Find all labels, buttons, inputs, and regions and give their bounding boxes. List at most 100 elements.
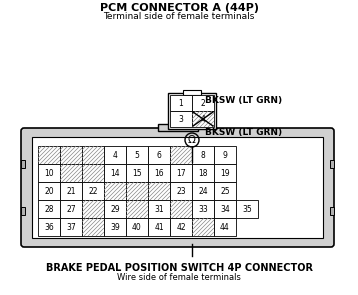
Bar xyxy=(82,164,104,182)
Bar xyxy=(126,146,148,164)
Text: 1: 1 xyxy=(179,99,183,107)
Bar xyxy=(192,95,214,111)
Bar xyxy=(170,146,192,164)
Bar xyxy=(126,182,148,200)
Text: 9: 9 xyxy=(223,150,227,160)
Bar xyxy=(214,182,236,200)
Bar xyxy=(170,200,192,218)
Bar xyxy=(60,182,82,200)
Text: 36: 36 xyxy=(44,222,54,232)
Text: 33: 33 xyxy=(198,204,208,214)
Bar xyxy=(60,218,82,236)
Bar xyxy=(170,164,192,182)
Bar xyxy=(214,164,236,182)
Bar xyxy=(192,146,214,164)
Text: 16: 16 xyxy=(154,168,164,178)
Bar xyxy=(192,218,214,236)
Text: 8: 8 xyxy=(200,150,205,160)
Text: 27: 27 xyxy=(66,204,76,214)
Bar xyxy=(192,182,214,200)
Bar xyxy=(21,206,25,214)
Text: 20: 20 xyxy=(44,186,54,196)
Text: 31: 31 xyxy=(154,204,164,214)
Bar xyxy=(214,200,236,218)
Text: 14: 14 xyxy=(110,168,120,178)
Text: 6: 6 xyxy=(156,150,161,160)
Text: 29: 29 xyxy=(110,204,120,214)
Text: 4: 4 xyxy=(200,114,205,124)
Bar xyxy=(148,146,170,164)
Bar xyxy=(104,164,126,182)
Bar xyxy=(104,182,126,200)
Bar xyxy=(60,200,82,218)
Text: 41: 41 xyxy=(154,222,164,232)
Text: Ω: Ω xyxy=(188,135,196,145)
Bar xyxy=(82,182,104,200)
Bar xyxy=(21,160,25,168)
Text: 15: 15 xyxy=(132,168,142,178)
Bar xyxy=(148,164,170,182)
Bar xyxy=(170,95,192,111)
Bar xyxy=(126,164,148,182)
Bar xyxy=(148,182,170,200)
Bar xyxy=(330,160,334,168)
Text: BKSW (LT GRN): BKSW (LT GRN) xyxy=(205,127,282,137)
Bar xyxy=(170,218,192,236)
Bar xyxy=(192,111,214,127)
Text: 34: 34 xyxy=(220,204,230,214)
Text: 40: 40 xyxy=(132,222,142,232)
Bar xyxy=(38,182,60,200)
Bar xyxy=(236,200,258,218)
Text: PCM CONNECTOR A (44P): PCM CONNECTOR A (44P) xyxy=(100,3,258,13)
Text: 42: 42 xyxy=(176,222,186,232)
Text: 18: 18 xyxy=(198,168,208,178)
Bar xyxy=(38,218,60,236)
Bar xyxy=(82,200,104,218)
Text: 25: 25 xyxy=(220,186,230,196)
Bar xyxy=(192,164,214,182)
Bar xyxy=(148,200,170,218)
Text: 4: 4 xyxy=(112,150,117,160)
Text: BKSW (LT GRN): BKSW (LT GRN) xyxy=(205,96,282,104)
Text: 3: 3 xyxy=(179,114,183,124)
Bar xyxy=(214,146,236,164)
Bar xyxy=(158,124,198,131)
Text: BRAKE PEDAL POSITION SWITCH 4P CONNECTOR: BRAKE PEDAL POSITION SWITCH 4P CONNECTOR xyxy=(45,263,313,273)
Text: 19: 19 xyxy=(220,168,230,178)
Bar xyxy=(330,206,334,214)
Bar xyxy=(38,200,60,218)
Bar xyxy=(168,93,216,129)
Text: 2: 2 xyxy=(200,99,205,107)
Text: 39: 39 xyxy=(110,222,120,232)
Bar xyxy=(104,218,126,236)
Text: 5: 5 xyxy=(135,150,139,160)
Bar xyxy=(104,146,126,164)
Bar xyxy=(38,164,60,182)
Text: Wire side of female terminals: Wire side of female terminals xyxy=(117,273,241,282)
Text: 23: 23 xyxy=(176,186,186,196)
Text: Terminal side of female terminals: Terminal side of female terminals xyxy=(103,12,255,21)
Bar xyxy=(126,218,148,236)
Bar xyxy=(82,218,104,236)
Text: 35: 35 xyxy=(242,204,252,214)
Bar xyxy=(214,218,236,236)
Bar xyxy=(104,200,126,218)
Text: 24: 24 xyxy=(198,186,208,196)
Text: 22: 22 xyxy=(88,186,98,196)
Bar xyxy=(170,111,192,127)
Text: 10: 10 xyxy=(44,168,54,178)
FancyBboxPatch shape xyxy=(21,128,334,247)
Bar xyxy=(170,182,192,200)
Bar xyxy=(148,218,170,236)
Bar xyxy=(60,146,82,164)
Bar xyxy=(192,200,214,218)
Bar xyxy=(82,146,104,164)
Bar xyxy=(126,200,148,218)
Text: 21: 21 xyxy=(66,186,76,196)
Text: 37: 37 xyxy=(66,222,76,232)
Text: 44: 44 xyxy=(220,222,230,232)
Text: 28: 28 xyxy=(44,204,54,214)
Text: 17: 17 xyxy=(176,168,186,178)
Bar xyxy=(183,90,201,95)
Bar xyxy=(32,137,323,238)
